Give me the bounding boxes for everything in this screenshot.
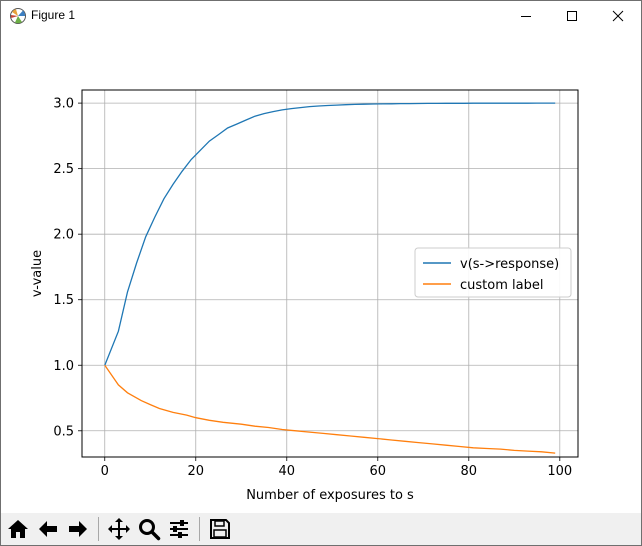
back-arrow-icon (39, 521, 57, 537)
zoom-icon (139, 519, 161, 541)
axes-frame (81, 89, 579, 458)
title-bar[interactable]: Figure 1 (1, 1, 641, 31)
y-tick-label: 2.0 (53, 228, 74, 243)
grid (82, 90, 578, 457)
legend-box (414, 247, 572, 298)
legend: v(s->response) custom label (414, 247, 572, 298)
toolbar-separator (98, 517, 99, 541)
zoom-button[interactable] (135, 515, 163, 543)
x-tick-label: 20 (187, 464, 204, 479)
minimize-button[interactable] (503, 1, 549, 31)
x-axis-label: Number of exposures to s (246, 488, 414, 503)
home-button[interactable] (4, 515, 32, 543)
legend-label: v(s->response) (460, 257, 559, 272)
series-line-v-response (104, 102, 556, 366)
line-chart: 0 20 40 60 80 100 0.5 1.0 1.5 2.0 2.5 3.0 Number of… (30, 89, 579, 503)
back-button[interactable] (34, 515, 62, 543)
y-tick-label: 1.0 (53, 359, 74, 374)
x-tick-label: 40 (278, 464, 295, 479)
y-tick-label: 3.0 (53, 97, 74, 112)
navigation-toolbar (1, 513, 641, 545)
figure-canvas[interactable]: 0 20 40 60 80 100 0.5 1.0 1.5 2.0 2.5 3.0 Number of… (1, 31, 641, 513)
configure-subplots-icon (170, 520, 188, 538)
pan-button[interactable] (105, 515, 133, 543)
pan-icon (108, 518, 130, 540)
save-icon (210, 519, 230, 539)
series-line-custom-label (104, 364, 556, 454)
window-title: Figure 1 (31, 8, 76, 22)
x-tick-label: 60 (370, 464, 387, 479)
minimize-icon (521, 16, 531, 17)
toolbar-separator (199, 517, 200, 541)
home-icon (8, 520, 28, 538)
y-tick-label: 0.5 (53, 424, 74, 439)
x-tick-label: 80 (461, 464, 478, 479)
forward-arrow-icon (69, 521, 87, 537)
forward-button[interactable] (64, 515, 92, 543)
close-button[interactable] (595, 1, 641, 31)
y-tick-label: 2.5 (53, 162, 74, 177)
configure-subplots-button[interactable] (165, 515, 193, 543)
maximize-icon (567, 11, 577, 21)
series-layer (104, 102, 556, 454)
legend-label: custom label (460, 278, 543, 293)
x-tick-label: 100 (547, 464, 572, 479)
ticks: 0 20 40 60 80 100 0.5 1.0 1.5 2.0 2.5 3.0 (53, 97, 572, 479)
matplotlib-logo-icon (9, 7, 27, 25)
save-button[interactable] (206, 515, 234, 543)
close-icon (612, 10, 624, 22)
maximize-button[interactable] (549, 1, 595, 31)
y-tick-label: 1.5 (53, 293, 74, 308)
y-axis-label: v-value (30, 250, 45, 297)
x-tick-label: 0 (101, 464, 109, 479)
